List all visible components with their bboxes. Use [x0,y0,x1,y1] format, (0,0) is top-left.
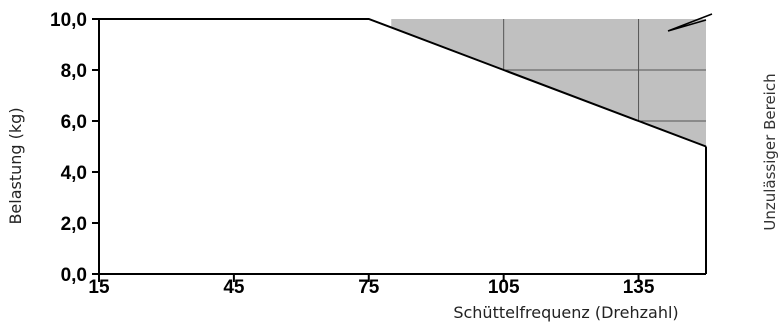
forbidden-region [391,19,706,147]
x-axis-title: Schüttelfrequenz (Drehzahl) [453,303,678,322]
y-tick-label: 0,0 [61,265,87,286]
x-tick-labels: 15 45 75 105 135 [88,274,655,298]
y-tick-label: 10,0 [50,10,87,31]
y-tick-labels: 0,0 2,0 4,0 6,0 8,0 10,0 [50,10,99,286]
x-tick-label: 15 [88,277,110,298]
y-axis-title: Belastung (kg) [6,107,25,224]
forbidden-region-label: Unzulässiger Bereich [761,73,779,230]
axes-layer [98,19,707,275]
region-pointer-line [667,13,713,32]
forbidden-region-layer [391,19,706,147]
curve-layer [99,13,713,148]
y-tick-label: 2,0 [61,214,87,235]
load-limit-line [99,18,707,148]
y-tick-label: 4,0 [61,163,87,184]
y-tick-label: 8,0 [61,61,87,82]
x-tick-label: 45 [223,277,245,298]
x-tick-label: 135 [623,277,655,298]
x-tick-label: 75 [358,277,380,298]
x-tick-label: 105 [488,277,520,298]
y-tick-label: 6,0 [61,112,87,133]
